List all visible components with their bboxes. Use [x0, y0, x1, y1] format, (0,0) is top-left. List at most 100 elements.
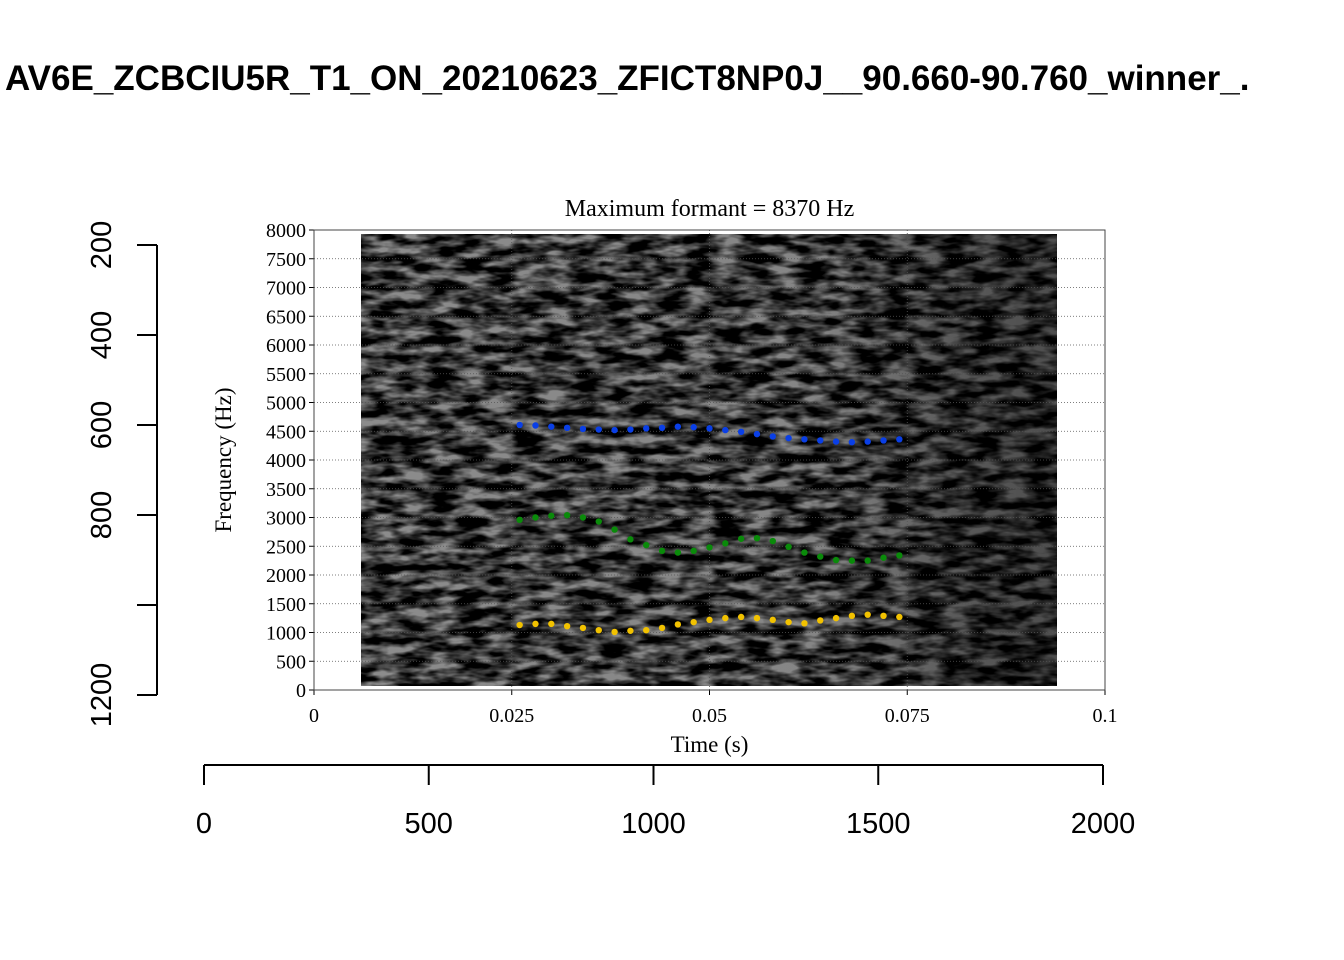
- y-tick-label: 400: [86, 311, 118, 359]
- formant-point: [706, 616, 713, 624]
- formant-point: [801, 549, 808, 556]
- y-tick-label: 8000: [266, 220, 306, 242]
- formant-point: [769, 537, 776, 545]
- x-tick-label: 1500: [846, 808, 911, 840]
- formant-point: [785, 618, 792, 626]
- y-axis-label: Frequency (Hz): [211, 388, 236, 533]
- formant-point: [579, 624, 587, 632]
- formant-point: [595, 518, 602, 525]
- y-tick-label: 2500: [266, 536, 306, 558]
- formant-point: [532, 514, 539, 521]
- x-tick-label: 0: [196, 808, 212, 840]
- formant-point: [737, 613, 745, 621]
- formant-point: [548, 512, 555, 519]
- y-tick-label: 6000: [266, 335, 306, 357]
- formant-point: [817, 437, 824, 444]
- formant-point: [896, 436, 903, 443]
- formant-point: [595, 426, 602, 433]
- formant-point: [516, 421, 523, 429]
- formant-point: [690, 424, 697, 431]
- formant-point: [832, 438, 840, 445]
- formant-point: [674, 621, 682, 628]
- formant-point: [832, 614, 840, 622]
- y-tick-label: 1000: [266, 623, 306, 645]
- formant-point: [880, 612, 887, 620]
- formant-point: [753, 614, 761, 622]
- formant-point: [848, 438, 856, 446]
- formant-point: [864, 557, 871, 564]
- x-tick-label: 0.1: [1093, 705, 1118, 727]
- y-tick-label: 800: [86, 491, 118, 539]
- x-tick-label: 0: [309, 705, 319, 727]
- plot-title: Maximum formant = 8370 Hz: [565, 196, 855, 222]
- x-tick-label: 0.075: [885, 705, 930, 727]
- formant-point: [801, 620, 808, 627]
- formant-point: [563, 512, 571, 519]
- formant-point: [548, 620, 555, 628]
- y-tick-label: 2000: [266, 565, 306, 587]
- formant-point: [611, 628, 618, 636]
- y-tick-label: 5500: [266, 364, 306, 386]
- formant-point: [516, 621, 523, 629]
- y-tick-label: 3500: [266, 479, 306, 501]
- formant-point: [627, 426, 634, 433]
- plot-frame: [313, 229, 1106, 691]
- formant-point: [848, 557, 856, 564]
- formant-point: [516, 516, 523, 523]
- formant-point: [690, 618, 697, 626]
- formant-point: [753, 535, 761, 542]
- formant-point: [785, 543, 792, 551]
- formant-point: [643, 425, 650, 432]
- formant-point: [643, 627, 650, 634]
- y-tick-label: 200: [86, 221, 118, 269]
- formant-point: [832, 556, 840, 564]
- formant-point: [706, 544, 713, 551]
- formant-point: [579, 425, 587, 433]
- y-tick-label: 5000: [266, 393, 306, 415]
- formant-point: [674, 423, 682, 430]
- formant-point: [737, 535, 745, 542]
- x-tick-label: 0.025: [489, 705, 534, 727]
- y-tick-label: 1500: [266, 594, 306, 616]
- formant-point: [627, 627, 634, 634]
- y-tick-label: 4500: [266, 421, 306, 443]
- formant-point: [722, 540, 729, 547]
- figure-title: AV6E_ZCBCIU5R_T1_ON_20210623_ZFICT8NP0J_…: [5, 59, 1249, 98]
- formant-point: [880, 554, 887, 561]
- formant-point: [658, 547, 666, 555]
- formant-point: [627, 536, 634, 543]
- formant-point: [722, 614, 729, 622]
- formant-point: [896, 552, 903, 559]
- formant-point: [706, 425, 713, 432]
- formant-point: [896, 613, 903, 621]
- x-tick-label: 0.05: [692, 705, 727, 727]
- formant-point: [690, 547, 697, 555]
- x-tick-label: 2000: [1071, 808, 1136, 840]
- y-tick-label: 7500: [266, 249, 306, 271]
- formant-point: [722, 426, 729, 434]
- formant-point: [753, 430, 761, 438]
- y-tick-label: 500: [276, 651, 306, 673]
- formant-point: [563, 622, 571, 630]
- x-axis-label: Time (s): [671, 732, 749, 757]
- formant-point: [785, 434, 792, 442]
- y-tick-label: 1200: [86, 663, 118, 728]
- formant-point: [611, 426, 618, 434]
- y-tick-label: 6500: [266, 306, 306, 328]
- formant-point: [737, 428, 745, 436]
- formant-point: [548, 423, 555, 430]
- formant-point: [880, 437, 887, 444]
- formant-point: [769, 433, 776, 440]
- formant-point: [658, 624, 666, 632]
- y-tick-label: 600: [86, 401, 118, 449]
- formant-point: [658, 424, 666, 431]
- formant-point: [563, 424, 571, 431]
- formant-point: [801, 436, 808, 443]
- formant-point: [817, 553, 824, 560]
- formant-point: [579, 514, 587, 521]
- formant-point: [769, 616, 776, 624]
- x-tick-label: 500: [405, 808, 453, 840]
- formant-point: [532, 422, 539, 429]
- formant-point: [848, 612, 856, 620]
- formant-point: [864, 611, 871, 618]
